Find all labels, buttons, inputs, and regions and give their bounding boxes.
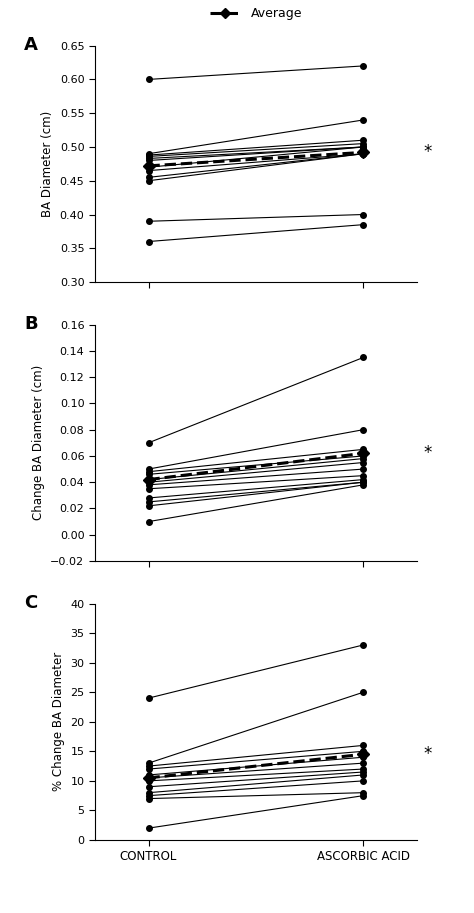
Text: C: C xyxy=(24,594,37,612)
Text: *: * xyxy=(424,445,432,462)
Legend: Average: Average xyxy=(205,2,307,26)
Y-axis label: BA Diameter (cm): BA Diameter (cm) xyxy=(41,110,54,217)
Text: *: * xyxy=(424,745,432,763)
Text: B: B xyxy=(24,315,37,333)
Text: A: A xyxy=(24,37,38,54)
Y-axis label: Change BA Diameter (cm): Change BA Diameter (cm) xyxy=(32,365,45,520)
Text: *: * xyxy=(424,143,432,162)
Y-axis label: % Change BA Diameter: % Change BA Diameter xyxy=(52,652,65,792)
